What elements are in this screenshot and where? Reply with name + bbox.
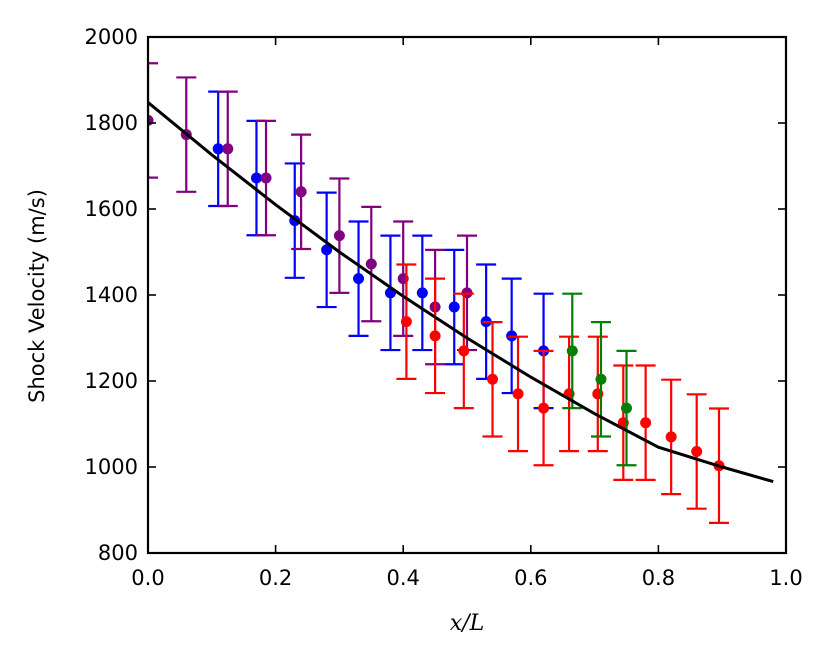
x-axis-label: x/L — [450, 611, 484, 636]
data-point — [353, 273, 365, 285]
plot-area — [148, 62, 730, 525]
data-point — [260, 172, 272, 184]
x-tick-label: 0.6 — [514, 566, 547, 590]
fit-curve-layer — [148, 101, 774, 484]
y-tick-label: 2000 — [85, 25, 138, 49]
data-point — [640, 417, 652, 429]
data-point — [250, 172, 262, 184]
data-point — [691, 446, 703, 458]
data-point — [487, 373, 499, 385]
y-axis-label: Shock Velocity (m/s) — [25, 189, 49, 403]
data-point — [566, 345, 578, 357]
data-point — [448, 301, 460, 313]
x-tick-label: 0.8 — [642, 566, 675, 590]
x-tick-label: 0.4 — [386, 566, 419, 590]
data-point — [295, 186, 307, 198]
y-tick-label: 800 — [98, 541, 138, 565]
tick-layer: 0.0 0.2 0.4 0.6 0.8 1.0 800 1000 1200 1400 1600 180… — [85, 25, 803, 590]
y-tick-label: 1800 — [85, 111, 138, 135]
data-point — [621, 402, 632, 414]
data-point — [665, 431, 677, 443]
y-tick-label: 1200 — [85, 369, 138, 393]
y-tick-label: 1000 — [85, 455, 138, 479]
data-point — [400, 316, 412, 328]
data-point — [512, 388, 524, 400]
data-point — [365, 258, 377, 270]
series-3 — [562, 292, 637, 467]
data-point — [321, 244, 333, 256]
fit-curve-line — [148, 101, 774, 484]
data-point — [212, 143, 224, 155]
data-point — [458, 345, 470, 357]
data-point — [538, 402, 550, 414]
data-point — [429, 330, 441, 342]
y-tick-label: 1400 — [85, 283, 138, 307]
x-tick-label: 1.0 — [769, 566, 802, 590]
x-tick-label: 0.0 — [131, 566, 164, 590]
y-tick-label: 1600 — [85, 197, 138, 221]
series-1 — [148, 62, 477, 366]
data-point — [595, 373, 607, 385]
data-point — [416, 287, 428, 299]
data-point — [222, 143, 234, 155]
x-tick-label: 0.2 — [259, 566, 292, 590]
data-point — [333, 230, 345, 242]
